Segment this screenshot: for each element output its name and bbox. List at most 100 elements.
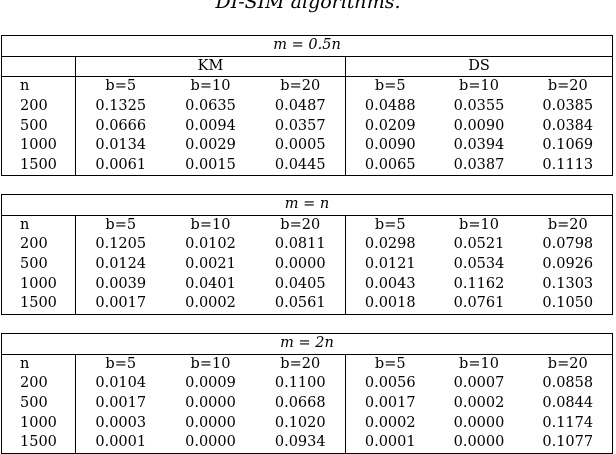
table-cell: 0.0858 [523,374,613,394]
column-header-n: n [1,215,76,236]
table-cell: 0.1174 [523,413,613,433]
table-cell: 0.0061 [75,155,166,177]
table-cell: 0.0561 [255,293,346,315]
table-cell: 0.0668 [274,395,326,412]
table-cell: 0.0007 [453,375,505,392]
table-cell: 0.0000 [434,432,524,454]
row-n: 200 [1,374,76,394]
table-row: 1500 0.0061 0.0015 0.0445 0.0065 0.0387 … [1,155,614,177]
group-label-ds: DS [344,56,614,78]
block-title: m = n [0,194,614,216]
row-n: 500 [1,254,76,275]
table-row: 1500 0.0017 0.0002 0.0561 0.0018 0.0761 … [1,293,614,315]
table-cell: 0.1069 [523,135,614,156]
table-cell: 0.0002 [165,293,256,315]
column-header: b=20 [523,215,614,236]
column-header: b=20 [523,354,613,375]
table-cell: 0.0209 [345,116,435,136]
column-header-n: n [1,76,76,97]
row-n: 1500 [1,432,76,454]
column-header: b=10 [459,78,499,95]
table-cell: 0.1050 [523,293,614,315]
block-title-row: m = n [0,194,614,216]
table-cell: 0.0811 [274,236,326,253]
column-header: b=10 [459,216,499,233]
block-title-row: m = 2n [1,333,613,355]
row-n: 1000 [1,135,76,156]
column-header: b=20 [280,355,321,372]
table-cell: 0.0926 [523,254,614,275]
table-cell: 0.0355 [453,98,505,115]
table-cell: 0.0387 [434,155,524,177]
column-header-row: n b=5 b=10 b=20 b=5 b=10 b=20 [1,354,613,375]
table-cell: 0.0385 [523,96,614,117]
table-cell: 0.0090 [345,135,435,156]
column-header: b=10 [190,355,231,372]
table-cell: 0.0015 [165,155,256,177]
row-n: 1500 [1,293,76,315]
table-cell: 0.0000 [453,414,505,431]
table-cell: 0.0521 [453,236,505,253]
table-cell: 0.1113 [523,155,614,177]
table-cell: 0.1020 [274,414,326,431]
column-header: b=5 [75,215,166,236]
row-n: 1500 [1,155,76,177]
table-cell: 0.0384 [523,116,614,136]
table-cell: 0.0039 [75,274,166,294]
results-table-m-half-n: m = 0.5n KM DS n b=5 b=10 b=20 b=5 b=10 … [0,35,614,177]
column-header-row: n b=5 b=10 b=20 b=5 b=10 b=20 [1,76,614,97]
table-cell: 0.1205 [75,235,166,255]
table-cell: 0.1162 [453,275,505,292]
column-header: b=5 [345,76,435,97]
table-cell: 0.0487 [274,98,326,115]
table-cell: 0.0029 [185,137,236,154]
block-title-row: m = 0.5n [0,35,614,57]
row-n: 500 [1,393,76,414]
table-cell: 0.0934 [255,432,346,454]
table-cell: 0.0000 [274,256,326,273]
table-cell: 0.0534 [453,256,505,273]
column-header-row: n b=5 b=10 b=20 b=5 b=10 b=20 [1,215,614,236]
column-header: b=20 [523,76,614,97]
table-row: 500 0.0017 0.0000 0.0668 0.0017 0.0002 0… [1,393,613,414]
table-cell: 0.0009 [185,375,236,392]
column-header-n: n [1,354,76,375]
column-header: b=10 [459,355,499,372]
table-cell: 0.1077 [523,432,613,454]
table-cell: 0.0102 [185,236,236,253]
table-cell: 0.0635 [185,98,236,115]
table-cell: 0.0065 [345,155,435,177]
table-cell: 0.0002 [453,395,505,412]
table-caption: DI-SIM algorithms. [215,0,401,13]
table-cell: 0.0001 [345,432,435,454]
results-table-m-2n: m = 2n n b=5 b=10 b=20 b=5 b=10 b=20 200… [1,333,613,454]
table-row: 1000 0.0003 0.0000 0.1020 0.0002 0.0000 … [1,413,613,433]
table-cell: 0.0000 [185,414,236,431]
table-cell: 0.0017 [75,393,166,414]
table-cell: 0.0488 [345,96,435,117]
row-n: 1000 [1,274,76,294]
table-cell: 0.0134 [75,135,166,156]
table-cell: 0.1325 [75,96,166,117]
table-cell: 0.0761 [434,293,524,315]
table-cell: 0.0018 [345,293,435,315]
table-cell: 0.0844 [523,393,613,414]
column-header: b=5 [75,354,166,375]
table-cell: 0.0021 [185,256,236,273]
table-cell: 0.0002 [345,413,435,433]
block-title: m = 0.5n [0,35,614,57]
table-cell: 0.0003 [75,413,166,433]
results-table-m-n: m = n n b=5 b=10 b=20 b=5 b=10 b=20 200 … [0,194,614,315]
row-n: 200 [1,96,76,117]
column-header: b=10 [190,78,231,95]
table-row: 1000 0.0039 0.0401 0.0405 0.0043 0.1162 … [1,274,614,294]
table-row: 1500 0.0001 0.0000 0.0934 0.0001 0.0000 … [1,432,613,454]
table-cell: 0.0357 [274,117,326,134]
table-cell: 0.0405 [274,275,326,292]
table-row: 200 0.1205 0.0102 0.0811 0.0298 0.0521 0… [1,235,614,255]
column-header: b=10 [190,216,231,233]
table-cell: 0.0017 [75,293,166,315]
table-cell: 0.0090 [453,117,505,134]
group-label-km: KM [75,56,346,78]
table-cell: 0.0043 [345,274,435,294]
